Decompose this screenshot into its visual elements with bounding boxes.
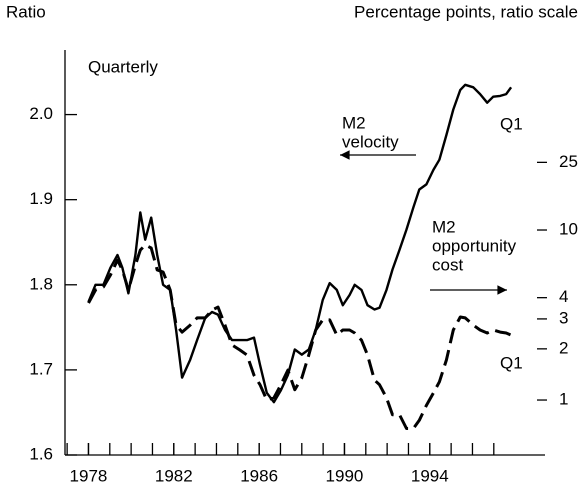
y2-tick-label: 3 xyxy=(559,308,568,327)
y2-tick-label: 4 xyxy=(559,287,568,306)
annotation: Q1 xyxy=(500,114,523,133)
x-tick-label: 1990 xyxy=(326,466,364,485)
y-tick-label: 2.0 xyxy=(29,104,53,123)
y2-tick-label: 1 xyxy=(559,390,568,409)
annotation: M2 xyxy=(432,217,456,236)
x-tick-label: 1982 xyxy=(155,466,193,485)
x-tick-label: 1978 xyxy=(70,466,108,485)
annotation: Q1 xyxy=(500,353,523,372)
y2-tick-label: 2 xyxy=(559,338,568,357)
annotation: M2 xyxy=(342,113,366,132)
annotation: cost xyxy=(432,255,463,274)
x-tick-label: 1986 xyxy=(240,466,278,485)
y-tick-label: 1.7 xyxy=(29,359,53,378)
annotation: opportunity xyxy=(432,236,517,255)
y2-axis-label: Percentage points, ratio scale xyxy=(354,2,578,21)
x-tick-label: 1994 xyxy=(411,466,449,485)
y-tick-label: 1.9 xyxy=(29,189,53,208)
y2-tick-label: 25 xyxy=(559,152,578,171)
y-tick-label: 1.6 xyxy=(29,444,53,463)
y-axis-label: Ratio xyxy=(6,2,46,21)
chart-title: Quarterly xyxy=(88,57,158,76)
line-series xyxy=(87,243,512,430)
annotation: velocity xyxy=(342,132,399,151)
y-tick-label: 1.8 xyxy=(29,274,53,293)
line-series xyxy=(87,83,513,404)
y2-tick-label: 10 xyxy=(559,219,578,238)
